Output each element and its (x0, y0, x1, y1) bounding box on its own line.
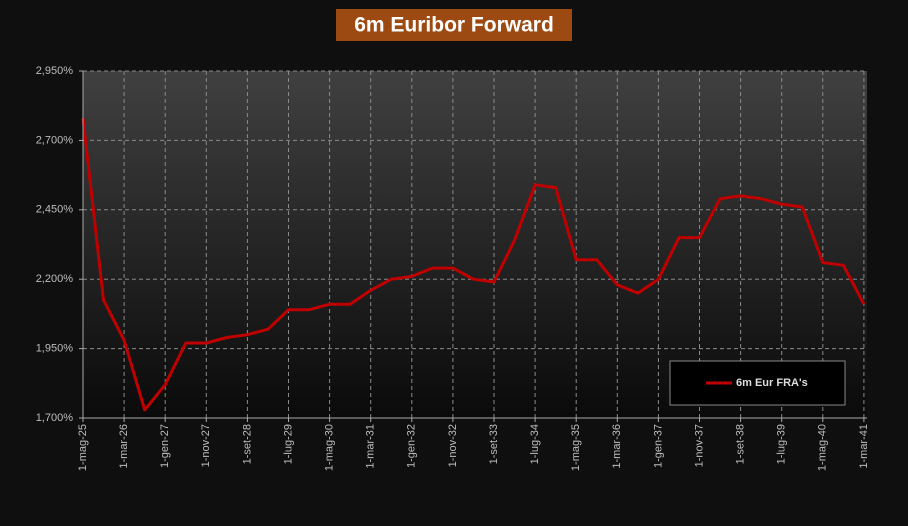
legend (669, 360, 846, 406)
x-tick-label: 1-nov-27 (200, 424, 212, 467)
x-tick-label: 1-gen-27 (159, 424, 171, 468)
plot-area (83, 71, 867, 418)
title-box (336, 9, 572, 41)
y-tick-label: 1,950% (36, 343, 74, 355)
x-tick-label: 1-mar-41 (858, 424, 870, 469)
legend-label: 6m Eur FRA's (736, 377, 808, 389)
x-tick-label: 1-mag-35 (570, 424, 582, 471)
x-tick-label: 1-mar-36 (611, 424, 623, 469)
x-tick-label: 1-mag-40 (817, 424, 829, 471)
y-tick-label: 1,700% (36, 412, 74, 424)
x-tick-label: 1-gen-37 (652, 424, 664, 468)
x-tick-label: 1-nov-32 (447, 424, 459, 467)
x-tick-label: 1-mar-26 (118, 424, 130, 469)
x-tick-label: 1-gen-32 (406, 424, 418, 468)
data-line (81, 117, 866, 412)
x-tick-label: 1-mar-31 (365, 424, 377, 469)
y-tick-label: 2,700% (36, 134, 74, 146)
x-tick-label: 1-set-28 (241, 424, 253, 464)
y-tick-label: 2,950% (36, 65, 74, 77)
x-tick-label: 1-mag-25 (77, 424, 89, 471)
chart-title: 6m Euribor Forward (354, 14, 554, 37)
x-tick-label: 1-set-33 (488, 424, 500, 464)
x-tick-label: 1-lug-39 (776, 424, 788, 464)
x-tick-label: 1-lug-29 (282, 424, 294, 464)
marks (81, 117, 866, 412)
y-tick-label: 2,200% (36, 273, 74, 285)
x-tick-label: 1-nov-37 (693, 424, 705, 467)
x-tick-label: 1-set-38 (735, 424, 747, 464)
y-tick-label: 2,450% (36, 204, 74, 216)
x-tick-label: 1-lug-34 (529, 424, 541, 464)
x-tick-label: 1-mag-30 (324, 424, 336, 471)
